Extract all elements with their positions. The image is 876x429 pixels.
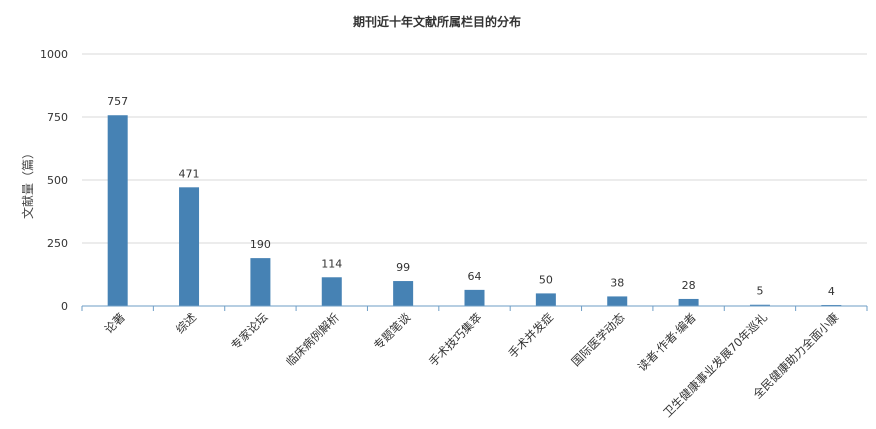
bar-value-label: 28 [682,279,696,292]
y-tick-label: 250 [47,237,68,250]
y-tick-label: 500 [47,174,68,187]
chart-title: 期刊近十年文献所属栏目的分布 [353,14,521,29]
bar [464,289,485,306]
bars [107,115,842,307]
y-tick-label: 750 [47,111,68,124]
x-tick-label: 专题笔谈 [371,310,414,353]
grid-lines [82,53,867,244]
bar-value-label: 50 [539,273,553,286]
bar [107,115,128,307]
x-tick-label: 国际医学动态 [569,310,628,369]
bar [749,304,770,306]
bar-value-label: 114 [321,257,342,270]
y-axis-label: 文献量（篇） [20,147,35,219]
bar-value-label: 471 [179,167,200,180]
x-axis-ticks: 论著 综述 专家论坛 临床病例解析 专题笔谈 手术技巧集萃 手术并发症 国际医学动态 读者·作者… [102,310,842,420]
bar [321,277,342,306]
data-labels: 757 471 190 114 99 64 50 38 28 5 4 [107,95,835,298]
bar [250,258,271,306]
bar-value-label: 5 [756,285,763,298]
bar-value-label: 99 [396,261,410,274]
bar [393,281,414,306]
bar-value-label: 757 [107,95,128,108]
y-tick-label: 1000 [40,48,68,61]
x-tick-label: 论著 [102,310,128,336]
x-tick-label: 专家论坛 [228,310,271,353]
bar [607,296,628,306]
bar-value-label: 38 [610,276,624,289]
y-tick-label: 0 [61,300,68,313]
bar-value-label: 64 [468,270,482,283]
y-axis-ticks: 0 250 500 750 1000 [40,48,68,313]
x-tick-label: 读者·作者·编者 [635,310,699,374]
x-tick-label: 手术技巧集萃 [426,310,485,369]
bar [821,304,842,306]
bar-value-label: 4 [828,285,835,298]
bar [535,293,556,306]
bar [179,187,200,306]
x-axis [81,305,868,311]
bar [678,298,699,306]
x-tick-label: 综述 [173,310,200,337]
bar-value-label: 190 [250,238,271,251]
x-tick-label: 手术并发症 [505,310,556,361]
x-tick-label: 临床病例解析 [283,310,342,369]
